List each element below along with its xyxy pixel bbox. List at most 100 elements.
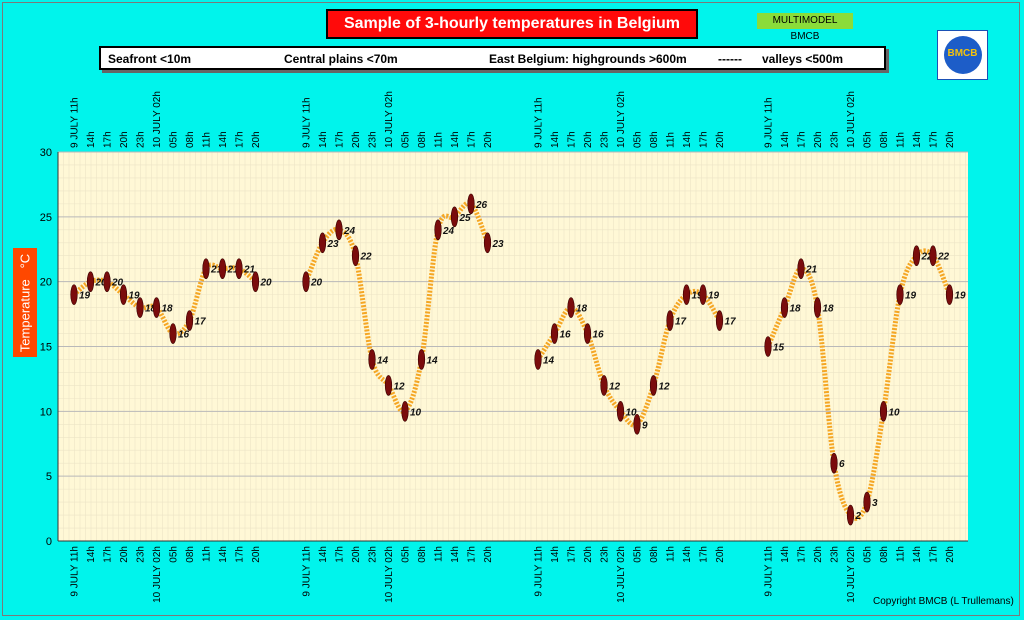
data-label: 18	[823, 304, 835, 315]
data-label: 10	[410, 407, 422, 418]
x-tick-label-bottom: 10 JULY 02h	[846, 546, 857, 603]
y-tick-label: 30	[40, 147, 52, 159]
data-label: 25	[459, 213, 472, 224]
x-tick-label-top: 23h	[136, 131, 147, 148]
x-tick-label-top: 11h	[896, 132, 907, 148]
data-point	[682, 284, 691, 305]
x-tick-label-top: 20h	[351, 131, 362, 148]
data-point	[633, 413, 641, 435]
x-tick-label-top: 14h	[450, 131, 461, 148]
x-tick-label-top: 20h	[583, 131, 594, 148]
x-tick-label-bottom: 05h	[633, 546, 644, 563]
x-tick-label-bottom: 23h	[136, 546, 147, 563]
data-point	[600, 375, 608, 396]
x-tick-label-bottom: 9 JULY 11h	[70, 546, 81, 597]
x-tick-label-top: 05h	[401, 131, 412, 148]
x-tick-label-bottom: 11h	[434, 546, 445, 562]
data-point	[384, 375, 393, 396]
data-label: 17	[725, 317, 737, 328]
x-tick-label-top: 10 JULY 02h	[846, 91, 857, 148]
y-tick-label: 10	[40, 406, 52, 418]
data-point	[103, 271, 111, 292]
x-tick-label-bottom: 20h	[715, 546, 726, 563]
legend-seafront: Seafront <10m	[108, 52, 192, 66]
x-tick-label-bottom: 9 JULY 11h	[534, 546, 545, 597]
x-tick-label-bottom: 14h	[86, 546, 97, 563]
data-label: 19	[129, 291, 141, 302]
bmcb-logo: BMCB	[937, 30, 988, 80]
x-tick-label-top: 10 JULY 02h	[152, 91, 163, 148]
chart-title: Sample of 3-hourly temperatures in Belgi…	[326, 9, 698, 39]
data-point	[764, 336, 772, 357]
data-label: 12	[659, 381, 671, 392]
data-label: 10	[889, 407, 901, 418]
x-tick-label-bottom: 17h	[103, 546, 114, 563]
legend-east: East Belgium: highgrounds >600m	[489, 52, 687, 66]
data-point	[136, 297, 144, 318]
x-tick-label-top: 10 JULY 02h	[384, 91, 395, 148]
x-tick-label-top: 23h	[830, 131, 841, 148]
data-label: 12	[394, 381, 406, 392]
data-point	[797, 258, 805, 280]
x-tick-label-bottom: 10 JULY 02h	[152, 546, 163, 603]
y-tick-label: 5	[46, 471, 52, 483]
x-tick-label-top: 14h	[550, 131, 561, 148]
data-point	[235, 258, 243, 280]
data-point	[567, 297, 575, 318]
x-tick-label-bottom: 08h	[879, 546, 890, 563]
x-tick-label-bottom: 20h	[119, 546, 130, 563]
data-point	[912, 245, 921, 267]
data-point	[879, 401, 888, 422]
x-tick-label-top: 23h	[600, 131, 611, 148]
data-point	[945, 284, 954, 305]
data-point	[434, 219, 442, 241]
x-tick-label-bottom: 11h	[202, 546, 213, 562]
x-tick-label-top: 10 JULY 02h	[616, 91, 627, 148]
x-tick-label-bottom: 20h	[813, 546, 824, 563]
data-label: 21	[227, 265, 240, 276]
data-label: 18	[790, 304, 802, 315]
x-tick-label-top: 17h	[467, 131, 478, 148]
data-point	[550, 323, 559, 344]
data-label: 22	[937, 252, 950, 263]
data-label: 20	[111, 278, 124, 289]
data-point	[218, 258, 227, 280]
x-tick-label-bottom: 14h	[218, 546, 229, 563]
data-point	[813, 297, 822, 318]
data-label: 3	[872, 498, 878, 509]
data-point	[119, 284, 128, 305]
x-tick-label-top: 14h	[912, 131, 923, 148]
x-tick-label-top: 14h	[780, 131, 791, 148]
data-label: 16	[178, 330, 190, 341]
x-tick-label-top: 20h	[483, 131, 494, 148]
data-point	[70, 284, 78, 305]
data-point	[335, 219, 343, 241]
data-point	[896, 284, 904, 305]
x-tick-label-top: 14h	[218, 131, 229, 148]
x-tick-label-bottom: 05h	[401, 546, 412, 563]
x-tick-label-bottom: 10 JULY 02h	[616, 546, 627, 603]
x-tick-label-bottom: 17h	[335, 546, 346, 563]
data-point	[846, 504, 855, 526]
x-tick-label-bottom: 17h	[929, 546, 940, 563]
data-label: 14	[543, 355, 555, 366]
data-point	[780, 297, 789, 318]
x-tick-label-bottom: 10 JULY 02h	[384, 546, 395, 603]
data-label: 14	[377, 355, 389, 366]
x-tick-label-top: 08h	[185, 131, 196, 148]
data-point	[450, 206, 459, 228]
x-tick-label-bottom: 23h	[368, 546, 379, 563]
legend-central: Central plains <70m	[284, 52, 398, 66]
data-point	[666, 310, 674, 331]
data-label: 20	[310, 278, 323, 289]
data-label: 20	[260, 278, 273, 289]
x-tick-label-top: 05h	[633, 131, 644, 148]
y-tick-label: 15	[40, 342, 52, 354]
x-tick-label-bottom: 14h	[550, 546, 561, 563]
x-tick-label-top: 9 JULY 11h	[70, 97, 81, 148]
legend-valleys: valleys <500m	[762, 52, 844, 66]
data-label: 19	[79, 291, 91, 302]
data-point	[169, 323, 177, 344]
x-tick-label-top: 08h	[417, 131, 428, 148]
